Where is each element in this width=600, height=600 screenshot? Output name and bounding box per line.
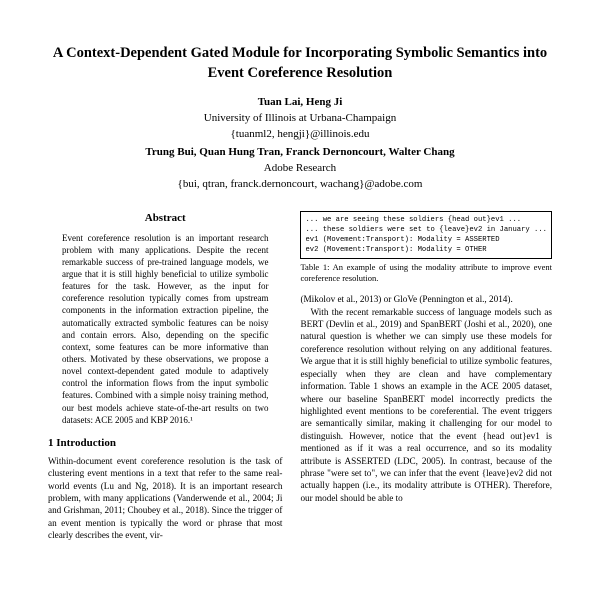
paper-title: A Context-Dependent Gated Module for Inc… [48,44,552,83]
section-1-heading: 1 Introduction [48,436,282,451]
author-names-2: Trung Bui, Quan Hung Tran, Franck Dernon… [48,145,552,161]
table-1-caption: Table 1: An example of using the modalit… [300,262,552,284]
example-table: ... we are seeing these soldiers {head o… [300,211,552,259]
author-affil-1: University of Illinois at Urbana-Champai… [48,111,552,127]
right-body-1: (Mikolov et al., 2013) or GloVe (Penning… [300,293,552,305]
example-row-4: ev2 (Movement:Transport): Modality = OTH… [305,245,547,255]
left-column: Abstract Event coreference resolution is… [48,211,282,542]
abstract-heading: Abstract [48,211,282,226]
author-affil-2: Adobe Research [48,161,552,177]
two-column-body: Abstract Event coreference resolution is… [48,211,552,542]
example-row-1: ... we are seeing these soldiers {head o… [305,215,547,225]
section-1-body: Within-document event coreference resolu… [48,455,282,542]
author-block: Tuan Lai, Heng Ji University of Illinois… [48,95,552,193]
example-row-3: ev1 (Movement:Transport): Modality = ASS… [305,235,547,245]
right-body-2: With the recent remarkable success of la… [300,306,552,505]
author-email-1: {tuanml2, hengji}@illinois.edu [48,127,552,143]
example-row-2: ... these soldiers were set to {leave}ev… [305,225,547,235]
abstract-body: Event coreference resolution is an impor… [48,232,282,426]
right-column: ... we are seeing these soldiers {head o… [300,211,552,542]
author-names-1: Tuan Lai, Heng Ji [48,95,552,111]
author-email-2: {bui, qtran, franck.dernoncourt, wachang… [48,177,552,193]
